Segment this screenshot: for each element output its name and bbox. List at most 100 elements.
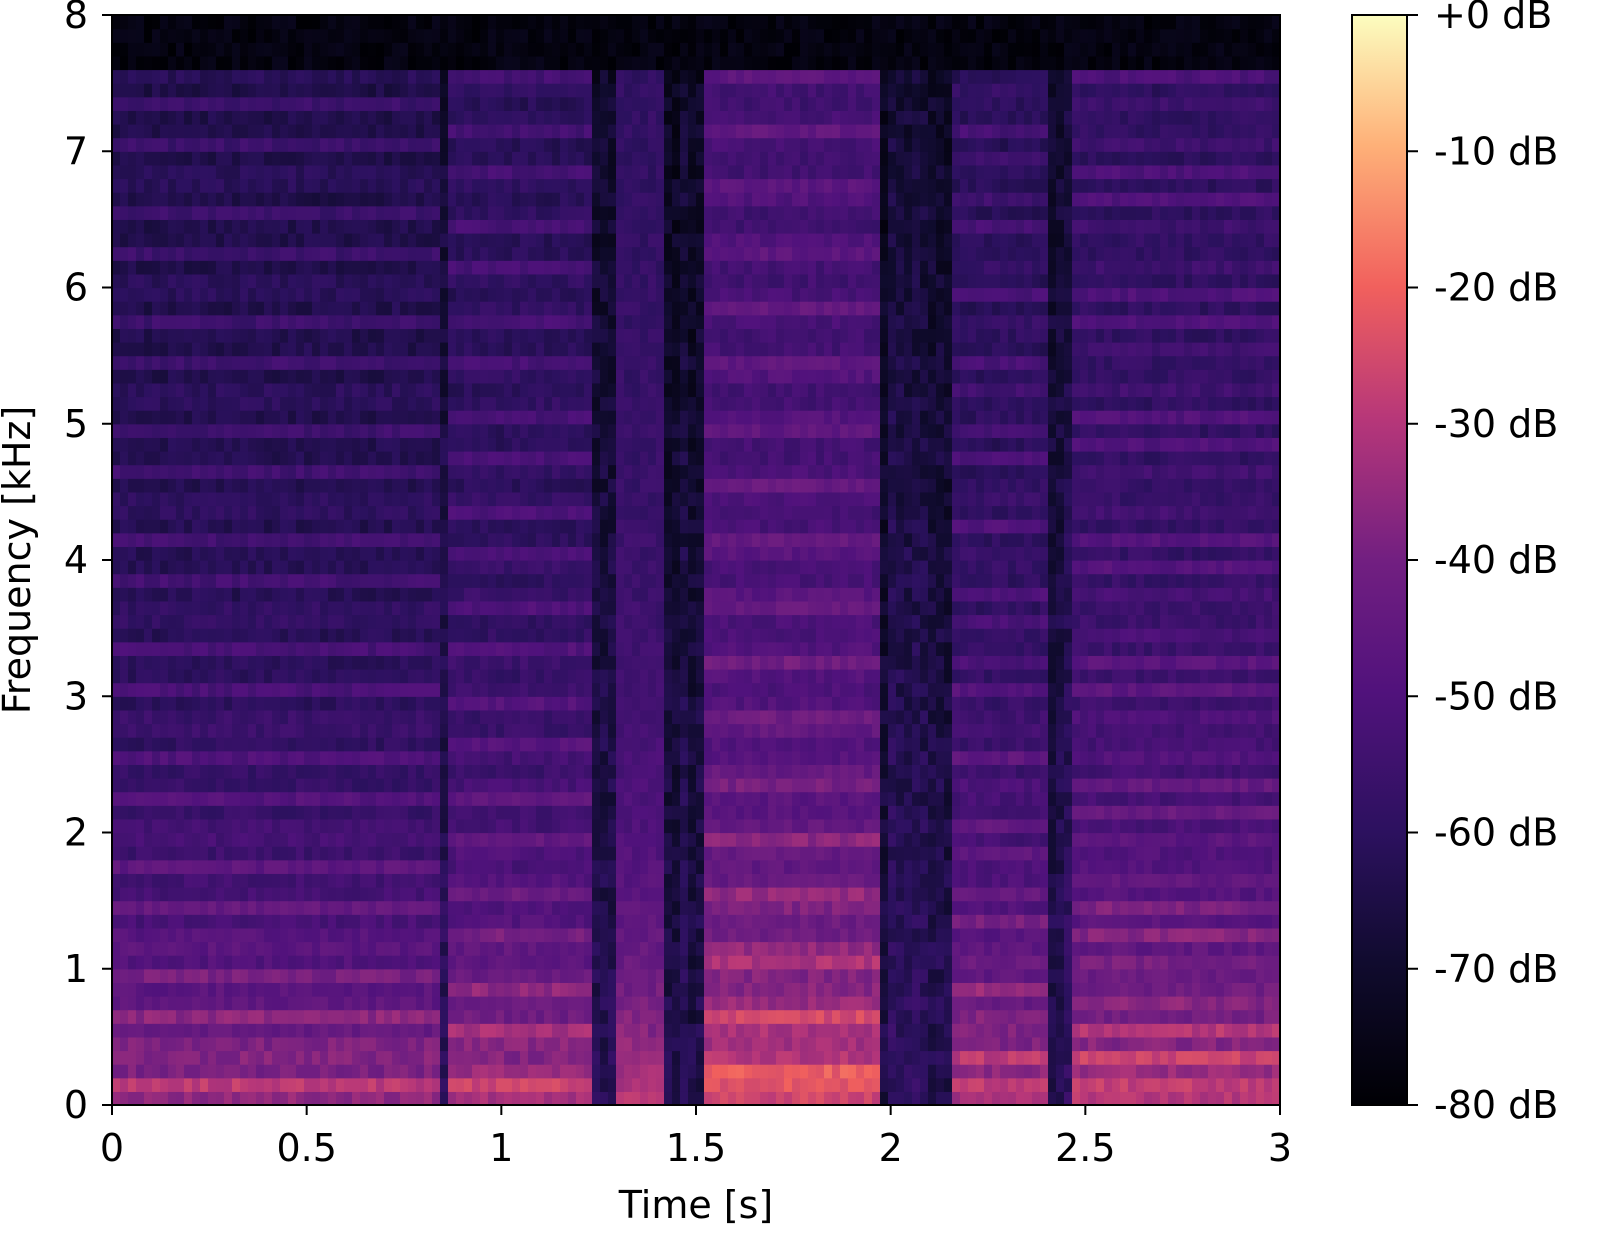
spectrogram-cell — [432, 1091, 441, 1105]
spectrogram-cell — [432, 968, 441, 983]
spectrogram-cell — [216, 900, 225, 915]
spectrogram-cell — [224, 137, 233, 152]
spectrogram-cell — [472, 491, 481, 507]
spectrogram-cell — [440, 15, 449, 30]
spectrogram-cell — [472, 873, 481, 888]
spectrogram-cell — [520, 219, 529, 234]
spectrogram-cell — [232, 396, 241, 411]
spectrogram-cell — [448, 560, 457, 575]
spectrogram-cell — [208, 600, 217, 616]
spectrogram-cell — [432, 464, 441, 479]
spectrogram-cell — [264, 219, 273, 234]
spectrogram-cell — [152, 628, 161, 643]
spectrogram-cell — [280, 764, 289, 779]
spectrogram-cell — [248, 560, 257, 575]
spectrogram-cell — [592, 791, 601, 806]
spectrogram-cell — [304, 382, 313, 398]
spectrogram-cell — [544, 491, 553, 507]
spectrogram-cell — [224, 750, 233, 765]
spectrogram-cell — [208, 328, 217, 343]
spectrogram-cell — [376, 873, 385, 888]
spectrogram-cell — [416, 69, 425, 84]
spectrogram-cell — [448, 682, 457, 697]
spectrogram-cell — [224, 859, 233, 874]
spectrogram-cell — [560, 955, 569, 970]
spectrogram-cell — [296, 955, 305, 970]
spectrogram-cell — [520, 1023, 529, 1038]
spectrogram-cell — [560, 137, 569, 152]
spectrogram-cell — [584, 1036, 593, 1052]
spectrogram-cell — [352, 927, 361, 943]
spectrogram-cell — [496, 955, 505, 970]
spectrogram-cell — [184, 342, 193, 357]
spectrogram-cell — [288, 314, 297, 329]
spectrogram-cell — [600, 342, 609, 357]
spectrogram-cell — [552, 587, 561, 602]
spectrogram-cell — [160, 28, 169, 43]
spectrogram-cell — [376, 628, 385, 643]
spectrogram-cell — [600, 927, 609, 943]
spectrogram-cell — [120, 505, 129, 520]
spectrogram-cell — [552, 873, 561, 888]
spectrogram-cell — [352, 887, 361, 902]
spectrogram-cell — [496, 600, 505, 616]
spectrogram-cell — [136, 982, 145, 997]
spectrogram-cell — [608, 737, 617, 752]
spectrogram-cell — [312, 260, 321, 275]
spectrogram-cell — [312, 137, 321, 152]
spectrogram-cell — [312, 805, 321, 820]
spectrogram-cell — [376, 546, 385, 561]
spectrogram-cell — [400, 546, 409, 561]
spectrogram-cell — [496, 1050, 505, 1065]
spectrogram-cell — [120, 723, 129, 738]
spectrogram-cell — [184, 723, 193, 738]
spectrogram-cell — [360, 110, 369, 125]
spectrogram-cell — [528, 355, 537, 370]
spectrogram-cell — [192, 927, 201, 943]
spectrogram-cell — [416, 96, 425, 111]
spectrogram-cell — [280, 233, 289, 248]
spectrogram-cell — [472, 137, 481, 152]
spectrogram-cell — [608, 669, 617, 684]
spectrogram-cell — [184, 178, 193, 193]
spectrogram-cell — [120, 587, 129, 602]
spectrogram-cell — [216, 219, 225, 234]
spectrogram-cell — [336, 996, 345, 1011]
spectrogram-cell — [488, 410, 497, 425]
spectrogram-cell — [336, 287, 345, 302]
spectrogram-cell — [312, 273, 321, 289]
spectrogram-cell — [304, 614, 313, 629]
spectrogram-cell — [584, 723, 593, 738]
spectrogram-cell — [288, 1050, 297, 1065]
spectrogram-cell — [136, 655, 145, 670]
spectrogram-cell — [176, 219, 185, 234]
spectrogram-cell — [360, 996, 369, 1011]
spectrogram-cell — [488, 859, 497, 874]
spectrogram-cell — [400, 328, 409, 343]
spectrogram-cell — [184, 655, 193, 670]
spectrogram-cell — [336, 641, 345, 656]
spectrogram-cell — [536, 55, 545, 71]
spectrogram-cell — [248, 914, 257, 929]
spectrogram-cell — [448, 342, 457, 357]
spectrogram-cell — [352, 96, 361, 111]
spectrogram-cell — [360, 560, 369, 575]
spectrogram-cell — [136, 587, 145, 602]
spectrogram-cell — [144, 587, 153, 602]
spectrogram-cell — [408, 519, 417, 534]
spectrogram-cell — [112, 328, 121, 343]
spectrogram-cell — [368, 28, 377, 43]
spectrogram-cell — [176, 260, 185, 275]
spectrogram-cell — [432, 587, 441, 602]
spectrogram-cell — [368, 15, 377, 30]
spectrogram-cell — [512, 655, 521, 670]
spectrogram-cell — [552, 505, 561, 520]
spectrogram-cell — [552, 968, 561, 983]
spectrogram-cell — [240, 192, 249, 207]
spectrogram-cell — [400, 805, 409, 820]
spectrogram-cell — [248, 178, 257, 193]
spectrogram-cell — [208, 655, 217, 670]
spectrogram-cell — [328, 737, 337, 752]
spectrogram-cell — [520, 750, 529, 765]
spectrogram-cell — [464, 273, 473, 289]
